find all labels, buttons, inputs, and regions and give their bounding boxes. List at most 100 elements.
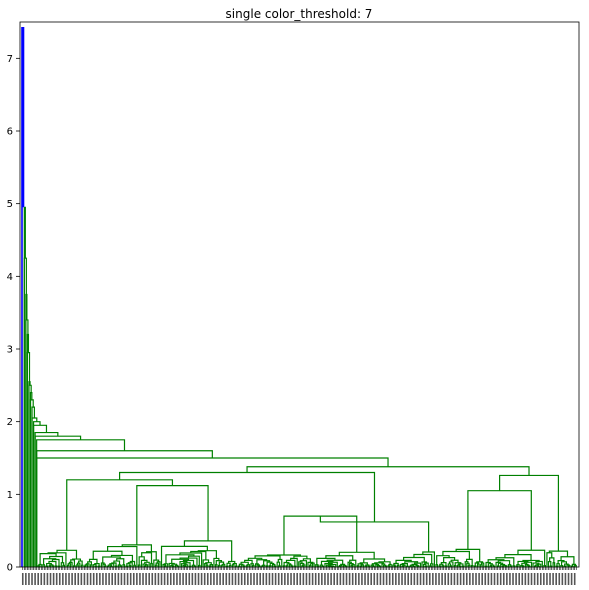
dendrogram-link [127,562,133,567]
leaf-label-mark [416,573,419,585]
dendrogram-link [174,564,179,567]
leaf-label-mark [379,573,382,585]
leaf-label-mark [311,573,314,585]
dendrogram-link [399,563,405,567]
leaf-label-mark [151,573,154,585]
dendrogram-link [302,558,311,563]
dendrogram-link [106,565,110,567]
dendrogram-link [497,562,504,566]
leaf-label-mark [21,573,24,585]
leaf-label-mark [487,573,490,585]
leaf-label-mark [447,573,450,585]
leaf-label-mark [422,573,425,585]
dendrogram-link [226,562,231,567]
dendrogram-link [114,565,118,567]
dendrogram-link [37,565,41,567]
dendrogram-link [117,564,122,567]
dendrogram-link [34,431,59,567]
dendrogram-link [571,563,577,567]
dendrogram-link [48,565,52,567]
dendrogram-link [32,421,41,567]
dendrogram-link [143,565,147,567]
leaf-label-mark [376,573,379,585]
leaf-label-mark [259,573,261,585]
leaf-label-mark [472,573,474,585]
dendrogram-link [156,561,161,567]
dendrogram-link [290,557,298,567]
leaf-label-mark [89,573,92,585]
leaf-label-mark [533,573,536,585]
leaf-label-mark [83,573,86,585]
y-tick-label: 6 [7,127,13,138]
leaf-label-mark [160,573,163,585]
leaf-label-mark [518,573,520,585]
leaf-label-mark [197,573,200,585]
dendrogram-link [356,565,360,567]
y-tick-label: 3 [7,345,13,356]
dendrogram-link [316,565,320,567]
leaf-label-mark [280,573,283,585]
dendrogram-link [164,565,167,567]
dendrogram-link [26,333,30,567]
leaf-label-mark [515,573,517,585]
dendrogram-link [285,559,296,567]
dendrogram-link [349,563,354,567]
dendrogram-link [357,563,363,566]
leaf-label-mark [573,573,576,585]
leaf-label-mark [231,573,234,585]
dendrogram-link [165,554,195,564]
leaf-label-mark [25,573,27,585]
leaf-label-mark [444,573,446,585]
leaf-label-mark [71,573,73,585]
leaf-label-mark [351,573,354,585]
dendrogram-link [251,564,255,567]
dendrogram-link [429,565,432,567]
dendrogram-link [56,549,78,560]
leaf-label-mark [132,573,135,585]
leaf-label-mark [321,573,323,585]
leaf-label-mark [287,573,289,585]
dendrogram-link [487,559,505,563]
leaf-label-mark [179,573,181,585]
leaf-labels [21,567,577,585]
y-tick-label: 2 [7,417,13,428]
dendrogram-link [422,551,435,567]
leaf-label-mark [247,573,249,585]
dendrogram-link [351,563,355,567]
dendrogram-link [301,565,304,567]
dendrogram-link [116,558,125,565]
dendrogram-link [526,564,530,567]
dendrogram-link [283,515,358,555]
leaf-label-mark [274,573,277,585]
leaf-label-mark [213,573,215,585]
dendrogram-link [142,563,148,567]
leaf-label-mark [552,573,554,585]
leaf-label-mark [250,573,252,585]
leaf-label-mark [154,573,157,585]
leaf-label-mark [407,573,409,585]
leaf-label-mark [354,573,357,585]
leaf-label-mark [481,573,483,585]
leaf-label-mark [95,573,98,585]
y-tick-label: 1 [7,490,13,501]
leaf-label-mark [373,573,376,585]
dendrogram-link [179,560,188,567]
leaf-label-mark [256,573,258,585]
leaf-label-mark [521,573,524,585]
chart-title: single color_threshold: 7 [226,7,373,21]
leaf-label-mark [493,573,496,585]
leaf-label-mark [268,573,271,585]
dendrogram-link [85,563,90,567]
leaf-label-mark [225,573,228,585]
leaf-label-mark [148,573,150,585]
dendrogram-link [70,559,76,566]
dendrogram-link [549,565,553,567]
leaf-label-mark [382,573,385,585]
dendrogram-link [458,563,464,567]
leaf-label-mark [43,573,46,585]
leaf-label-mark [441,573,443,585]
leaf-label-mark [398,573,400,585]
dendrogram-link [179,557,198,567]
dendrogram-link [360,564,365,567]
leaf-label-mark [271,573,274,585]
